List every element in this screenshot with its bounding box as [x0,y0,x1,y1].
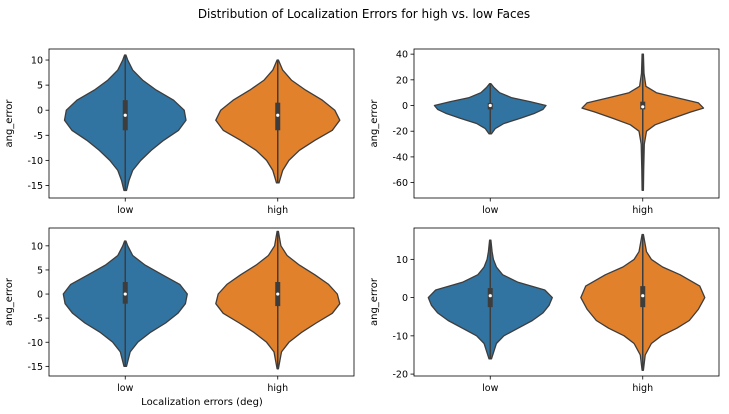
plot-frame [48,227,355,377]
violin-median [276,292,280,296]
y-tick-label: -5 [34,131,43,142]
y-tick-label: 0 [402,293,408,304]
x-tick-label: low [482,205,498,216]
y-tick-label: -15 [27,362,43,373]
y-tick-label: 10 [31,241,43,252]
y-tick-label: -20 [392,127,408,138]
y-tick-label: 40 [396,50,408,61]
y-tick-label: 5 [37,81,43,92]
violin-median [641,294,645,298]
x-tick-label: low [117,205,133,216]
y-tick-label: 5 [37,265,43,276]
figure-title: Distribution of Localization Errors for … [198,7,530,21]
y-tick-label: -10 [27,338,43,349]
x-tick-label: high [632,205,653,216]
violin-median [123,113,127,117]
figure-xlabel: Localization errors (deg) [141,397,263,408]
y-tick-label: -15 [27,181,43,192]
y-tick-label: -10 [27,156,43,167]
violin-median [123,292,127,296]
x-tick-label: high [632,383,653,394]
x-tick-label: low [117,383,133,394]
violin-median [488,294,492,298]
y-tick-label: 20 [396,75,408,86]
y-tick-label: -20 [392,370,408,381]
y-axis-label: ang_error [369,99,380,148]
violin-median [641,105,645,109]
y-axis-label: ang_error [369,277,380,326]
x-tick-label: high [267,205,288,216]
y-tick-label: -60 [392,178,408,189]
y-tick-label: 0 [37,290,43,301]
plot-frame [48,48,355,199]
violin-iqr-box [487,288,493,308]
y-tick-label: 0 [402,101,408,112]
y-tick-label: 10 [31,56,43,67]
y-axis-label: ang_error [4,277,15,326]
violin-median [488,103,492,108]
plot-frame [413,48,720,199]
y-tick-label: -5 [34,314,43,325]
y-tick-label: 10 [396,255,408,266]
violin-median [276,113,280,117]
x-tick-label: high [267,383,288,394]
y-tick-label: 0 [37,106,43,117]
y-tick-label: -10 [392,331,408,342]
y-axis-label: ang_error [4,99,15,148]
x-tick-label: low [482,383,498,394]
plot-frame [413,227,720,377]
y-tick-label: -40 [392,152,408,163]
